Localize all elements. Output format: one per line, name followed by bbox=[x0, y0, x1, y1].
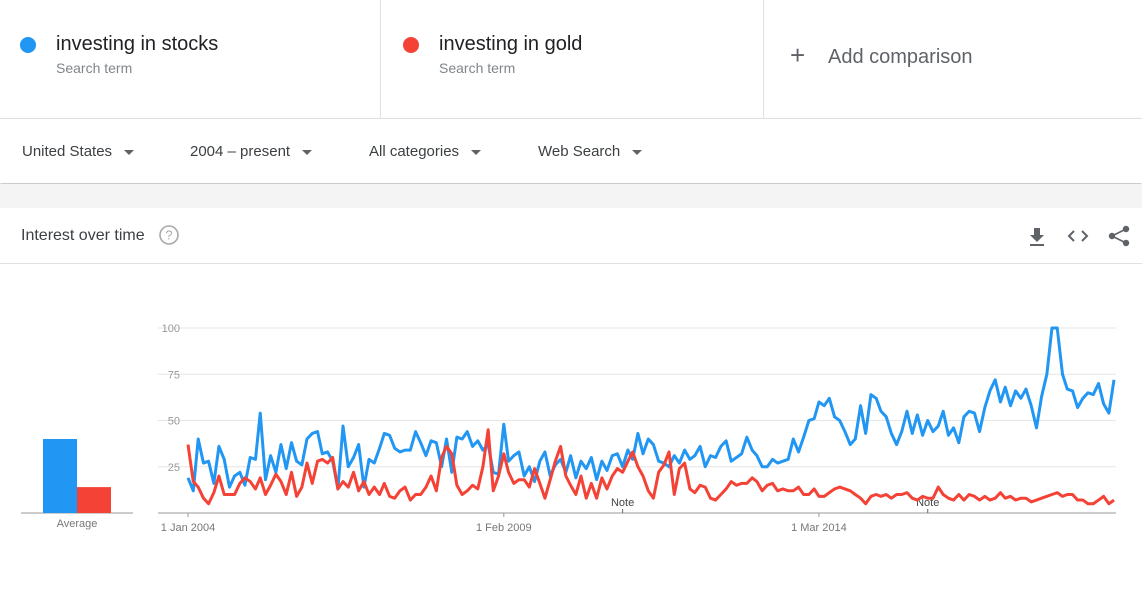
divider bbox=[0, 263, 1142, 264]
x-tick-label: 1 Jan 2004 bbox=[161, 522, 215, 534]
note-label: Note bbox=[916, 497, 939, 509]
term-sublabel: Search term bbox=[439, 60, 516, 76]
filter[interactable]: 2004 – present bbox=[190, 143, 313, 160]
panel-actions bbox=[1030, 225, 1130, 247]
filter-label: All categories bbox=[369, 143, 460, 160]
term-dot bbox=[20, 37, 36, 53]
add-comparison-label: Add comparison bbox=[828, 46, 973, 68]
embed-icon[interactable] bbox=[1067, 230, 1089, 242]
filter-label: Web Search bbox=[538, 143, 621, 160]
panel-title: Interest over time bbox=[21, 227, 145, 244]
svg-text:?: ? bbox=[165, 228, 172, 243]
download-icon[interactable] bbox=[1030, 228, 1044, 246]
term-card[interactable]: investing in gold Search term bbox=[383, 0, 763, 118]
term-sublabel: Search term bbox=[56, 60, 133, 76]
term-card[interactable]: investing in stocks Search term bbox=[0, 0, 380, 118]
filter[interactable]: Web Search bbox=[538, 143, 643, 160]
x-tick-label: 1 Mar 2014 bbox=[791, 522, 847, 534]
filter[interactable]: United States bbox=[22, 143, 135, 160]
chart: 25 50 75 100 1 Jan 2004 1 Feb 2009 1 Mar 2014 N… bbox=[21, 323, 1116, 534]
filter-label: United States bbox=[22, 143, 113, 160]
separator-strip bbox=[0, 184, 1142, 208]
filter-label: 2004 – present bbox=[190, 143, 291, 160]
note-label: Note bbox=[611, 497, 634, 509]
y-tick-label: 50 bbox=[168, 416, 180, 428]
add-comparison[interactable]: + Add comparison bbox=[764, 0, 1142, 118]
term-name: investing in gold bbox=[439, 33, 583, 55]
average-bar bbox=[43, 439, 77, 513]
x-tick-label: 1 Feb 2009 bbox=[476, 522, 532, 534]
divider bbox=[763, 0, 764, 118]
average-bar bbox=[77, 487, 111, 513]
divider bbox=[380, 0, 381, 118]
series-line bbox=[186, 428, 1115, 506]
y-tick-label: 25 bbox=[168, 462, 180, 474]
average-label: Average bbox=[57, 518, 98, 530]
share-icon[interactable] bbox=[1108, 225, 1130, 247]
series-line bbox=[186, 326, 1116, 493]
y-tick-label: 75 bbox=[168, 369, 180, 381]
plus-icon: + bbox=[790, 40, 806, 70]
term-name: investing in stocks bbox=[56, 33, 219, 55]
help-icon[interactable]: ? bbox=[158, 224, 180, 246]
term-dot bbox=[403, 37, 419, 53]
filter[interactable]: All categories bbox=[369, 143, 482, 160]
y-tick-label: 100 bbox=[162, 323, 180, 335]
panel: Interest over time ? 25 50 75 100 1 Jan 2004… bbox=[0, 208, 1142, 597]
filter-bar: United States 2004 – present All categor… bbox=[0, 118, 1142, 183]
